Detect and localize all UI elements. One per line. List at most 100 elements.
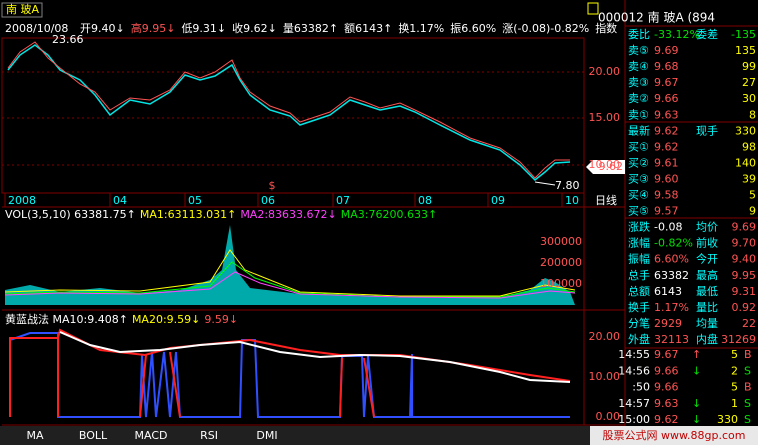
x-tick-label: 08 [418,194,432,207]
quote-label: 外盘 [628,332,650,346]
x-tick-label: 05 [188,194,202,207]
quote-label: 量比 [696,301,718,314]
quote-value: 6.60% [654,253,689,266]
quote-value: -0.08 [654,221,682,234]
trade-time: 14:55 [618,348,650,361]
quote-value: 9.40 [732,253,757,266]
quote-label: 今开 [696,252,718,266]
quote-value: 1.17% [654,301,689,314]
y-tick-label: 300000 [540,235,582,248]
quote-value: 330 [735,124,756,137]
quote-label: 买② [628,156,649,169]
period: 日线 [595,193,617,207]
quote-label: 卖④ [628,60,649,73]
volume-ma [4,271,576,299]
quote-label: 卖① [628,108,649,121]
quote-label: 换手 [628,300,650,314]
quote-item: 高9.95↓ [131,21,176,35]
watermark: 股票公式网 www.88gp.com [603,429,746,442]
quote-label: 委比 [628,28,650,41]
quote-value: 9.95 [732,269,757,282]
quote-value: 63382 [654,269,689,282]
trade-side: S [744,413,751,426]
quote-value: 135 [735,44,756,57]
quote-label: 卖⑤ [628,44,649,57]
quote-label: 涨幅 [628,237,650,250]
quote-value: 31269 [721,333,756,346]
trade-time: 15:00 [618,413,650,426]
quote-value: 140 [735,156,756,169]
legend-item: MA1:63113.031↑ [140,208,236,221]
trade-volume: 5 [731,348,738,361]
legend-item: MA3:76200.633↑ [341,208,437,221]
tab[interactable]: DMI [256,429,277,442]
quote-value: 8 [749,108,756,121]
volume-ma [4,249,576,297]
settings-icon[interactable] [587,2,599,15]
quote-value: 9.66 [654,92,679,105]
stock-name: 南 玻A [6,3,39,16]
quote-value: 99 [742,60,756,73]
quote-value: 9.57 [654,205,679,218]
quote-item: 收9.62↓ [232,21,277,35]
quote-value: 9.62 [654,140,679,153]
trade-volume: 2 [731,364,738,377]
quote-value: 98 [742,140,756,153]
legend-item: VOL(3,5,10) 63381.75↑ [5,208,136,221]
trade-price: 9.67 [654,348,679,361]
quote-label: 卖② [628,92,649,105]
quote-value: 22 [742,317,756,330]
tab[interactable]: RSI [200,429,218,442]
quote-label: 最高 [696,268,718,282]
tab-bar [0,426,625,445]
x-tick-label: 06 [261,194,275,207]
y-tick-label: 10.00 [589,158,621,171]
trade-arrow: ↓ [692,364,701,377]
low-label: 7.80 [555,179,580,192]
x-tick-label: 2008 [8,194,36,207]
quote-label: 振幅 [628,252,650,266]
quote-value: 30 [742,92,756,105]
quote-label: 内盘 [696,332,718,346]
trade-price: 9.66 [654,381,679,394]
high-label: 23.66 [52,33,84,46]
trade-price: 9.63 [654,397,679,410]
y-tick-label: 200000 [540,256,582,269]
indicator-white [59,331,571,383]
tab[interactable]: MACD [135,429,168,442]
y-tick-label: 20.00 [589,65,621,78]
stock-box [1,2,43,18]
y-tick-label: 100000 [540,277,582,290]
quote-item: 指数 [595,21,617,35]
x-tick-label: 10 [565,194,579,207]
legend-item: MA2:83633.672↓ [240,208,336,221]
quote-value: 9.70 [732,237,757,250]
trade-side: B [744,381,752,394]
trade-arrow: ↓ [692,413,701,426]
y-tick-label: 20.00 [589,330,621,343]
x-tick-label: 07 [336,194,350,207]
quote-value: 6143 [654,285,682,298]
quote-label: 买⑤ [628,205,649,218]
quote-value: -33.12% [654,28,700,41]
quote-value: 9.60 [654,172,679,185]
trade-time: 14:57 [618,397,650,410]
tab[interactable]: BOLL [79,429,108,442]
trade-arrow: ↓ [692,397,701,410]
quote-label: 前收 [696,236,718,250]
low-pointer [534,181,556,186]
quote-value: 9.31 [732,285,757,298]
x-tick-label: 09 [491,194,505,207]
quote-label: 买④ [628,189,649,202]
quote-value: 9.62 [654,124,679,137]
trade-volume: 330 [717,413,738,426]
x-tick-label: 04 [113,194,127,207]
quote-label: 涨跌 [628,220,650,234]
quote-label: 买① [628,140,649,153]
quote-value: 9.63 [654,108,679,121]
quote-value: 27 [742,76,756,89]
quote-item: 换1.17% [398,21,444,35]
tab[interactable]: MA [26,429,43,442]
quote-title: 000012 南 玻A (894 [598,10,715,25]
quote-value: 9.69 [654,44,679,57]
